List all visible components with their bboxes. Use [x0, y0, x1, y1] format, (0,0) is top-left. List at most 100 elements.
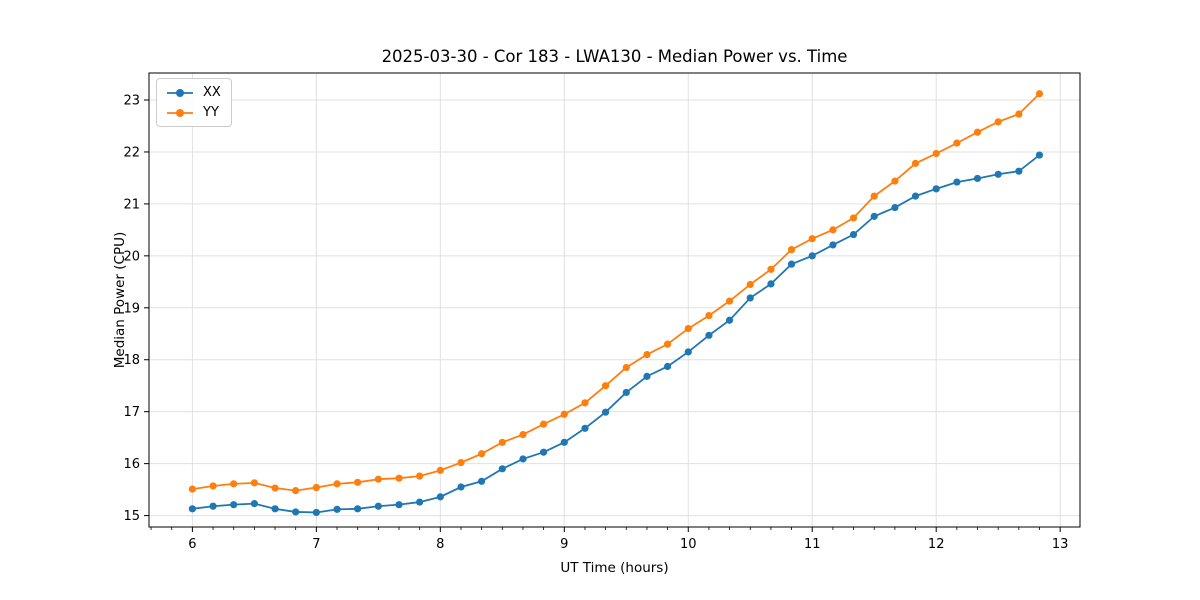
y-tick-label: 15 [123, 509, 140, 524]
data-point-yy [684, 324, 692, 333]
data-point-xx [932, 185, 940, 193]
data-point-xx [457, 483, 465, 491]
data-point-xx [746, 294, 754, 302]
data-point-xx [209, 502, 217, 510]
data-point-yy [436, 466, 444, 474]
data-point-xx [870, 212, 878, 220]
data-point-xx [354, 505, 362, 513]
legend-item-yy: YY [166, 104, 221, 121]
data-point-yy [911, 159, 920, 167]
y-tick-label: 23 [123, 94, 140, 109]
data-point-xx [539, 448, 548, 456]
data-point-xx [601, 408, 610, 416]
data-point-yy [416, 472, 424, 480]
data-point-xx [1035, 151, 1044, 159]
data-point-yy [519, 430, 527, 439]
data-point-xx [478, 477, 486, 485]
data-point-yy [250, 479, 258, 487]
y-tick-label: 18 [123, 353, 140, 368]
x-tick-label: 10 [680, 537, 697, 552]
data-point-yy [292, 487, 300, 495]
data-point-xx [643, 372, 651, 380]
data-point-yy [457, 458, 465, 467]
data-point-xx [705, 331, 713, 339]
data-point-yy [560, 410, 568, 418]
data-point-xx [519, 455, 527, 463]
data-point-yy [230, 480, 238, 488]
data-point-yy [209, 482, 217, 490]
data-point-xx [891, 203, 899, 212]
data-point-yy [312, 483, 320, 492]
data-point-yy [395, 474, 403, 482]
data-point-xx [725, 316, 734, 324]
data-point-xx [911, 192, 920, 200]
data-point-xx [622, 388, 630, 397]
data-point-xx [808, 252, 816, 260]
data-point-yy [643, 350, 651, 359]
plot-border [148, 72, 1081, 528]
y-tick-label: 21 [123, 197, 140, 212]
data-point-yy [663, 340, 672, 348]
data-point-yy [973, 128, 982, 136]
data-point-yy [932, 149, 940, 158]
data-point-yy [808, 235, 816, 243]
x-tick-label: 12 [928, 537, 945, 552]
x-tick-label: 7 [312, 537, 320, 552]
data-point-yy [787, 246, 796, 254]
data-point-xx [230, 501, 238, 509]
y-tick-label: 19 [123, 301, 140, 316]
x-axis-label: UT Time (hours) [560, 560, 669, 576]
x-tick-label: 8 [436, 537, 444, 552]
data-point-xx [292, 508, 300, 516]
data-point-yy [725, 297, 734, 305]
legend-label-xx: XX [203, 85, 221, 100]
data-point-xx [581, 424, 589, 432]
data-point-xx [849, 230, 858, 239]
data-point-yy [478, 450, 486, 458]
data-point-xx [333, 505, 341, 513]
data-point-xx [560, 438, 568, 446]
data-point-xx [395, 501, 403, 509]
data-point-xx [787, 260, 796, 268]
yy-line-marker-icon [167, 108, 193, 117]
y-tick-label: 20 [123, 249, 140, 264]
data-point-yy [767, 265, 775, 273]
data-point-xx [1015, 167, 1023, 175]
y-tick-label: 16 [123, 457, 140, 472]
data-point-yy [581, 399, 589, 407]
series-line-yy [192, 93, 1041, 492]
data-point-yy [953, 139, 961, 147]
series-line-xx [192, 154, 1041, 514]
data-point-yy [188, 485, 196, 493]
data-point-xx [953, 178, 961, 186]
data-point-xx [829, 241, 837, 249]
data-point-yy [1035, 90, 1044, 98]
x-tick-label: 13 [1052, 537, 1069, 552]
data-point-yy [539, 420, 548, 428]
legend: XX YY [156, 78, 232, 127]
chart-title: 2025-03-30 - Cor 183 - LWA130 - Median P… [381, 47, 848, 66]
data-point-yy [622, 363, 630, 372]
x-tick-label: 6 [188, 537, 196, 552]
data-point-xx [684, 348, 692, 356]
data-point-xx [374, 502, 382, 510]
data-point-xx [271, 505, 279, 513]
legend-item-xx: XX [166, 84, 221, 101]
data-point-xx [312, 508, 320, 517]
data-point-yy [849, 214, 858, 222]
data-point-yy [829, 226, 837, 234]
data-point-yy [498, 438, 506, 446]
data-point-xx [663, 362, 672, 371]
data-point-xx [188, 505, 196, 513]
y-axis-label: Median Power (CPU) [112, 231, 128, 369]
data-point-yy [1015, 110, 1023, 118]
data-point-yy [746, 280, 754, 289]
data-point-yy [354, 478, 362, 486]
data-point-yy [870, 192, 878, 200]
data-point-xx [767, 280, 775, 288]
data-point-xx [973, 174, 982, 183]
y-tick-label: 22 [123, 145, 140, 160]
data-point-yy [374, 475, 382, 483]
